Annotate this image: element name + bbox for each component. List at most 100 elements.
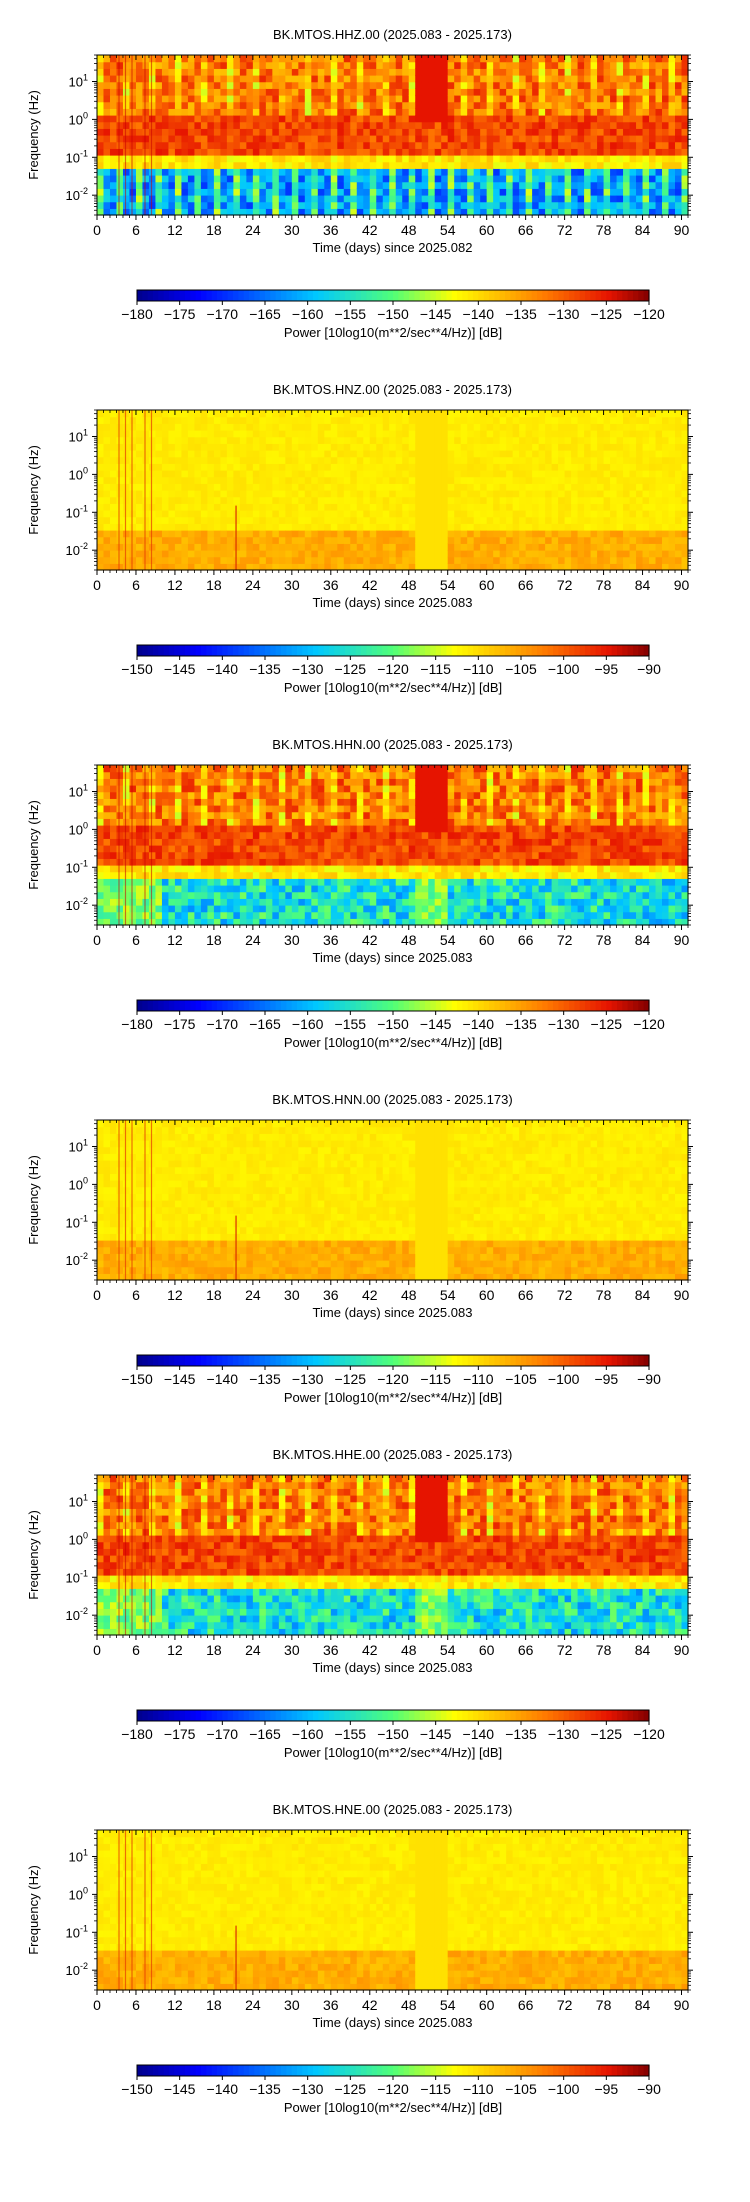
heatmap-cell <box>181 202 188 209</box>
heatmap-cell <box>675 135 682 142</box>
heatmap-cell <box>604 88 611 95</box>
heatmap-cell <box>604 148 611 155</box>
heatmap-cell <box>279 497 286 504</box>
heatmap-cell <box>376 437 383 444</box>
heatmap-cell <box>103 182 110 189</box>
heatmap-cell <box>331 188 338 195</box>
heatmap-cell <box>207 430 214 437</box>
heatmap-cell <box>389 557 396 564</box>
heatmap-cell <box>610 108 617 115</box>
heatmap-cell <box>402 115 409 122</box>
heatmap-cell <box>454 115 461 122</box>
heatmap-cell <box>662 510 669 517</box>
heatmap-cell <box>500 497 507 504</box>
heatmap-cell <box>409 82 416 89</box>
heatmap-cell <box>168 108 175 115</box>
heatmap-cell <box>493 175 500 182</box>
heatmap-cell <box>240 55 247 62</box>
heatmap-cell <box>246 437 253 444</box>
colorbar-tick-label: −160 <box>292 306 324 322</box>
heatmap-cell <box>259 463 266 470</box>
heatmap-cell <box>435 115 442 122</box>
heatmap-cell <box>545 75 552 82</box>
heatmap-cell <box>142 102 149 109</box>
heatmap-cell <box>110 517 117 524</box>
heatmap-cell <box>474 490 481 497</box>
heatmap-cell <box>337 188 344 195</box>
heatmap-cell <box>506 95 513 102</box>
heatmap-cell <box>162 497 169 504</box>
heatmap-cell <box>207 537 214 544</box>
heatmap-cell <box>285 483 292 490</box>
colorbar-swatch <box>361 290 367 301</box>
heatmap-cell <box>298 443 305 450</box>
heatmap-cell <box>513 108 520 115</box>
heatmap-cell <box>220 530 227 537</box>
heatmap-cell <box>552 417 559 424</box>
heatmap-cell <box>376 417 383 424</box>
heatmap-cell <box>344 62 351 69</box>
heatmap-cell <box>324 497 331 504</box>
heatmap-cell <box>539 202 546 209</box>
heatmap-cell <box>623 497 630 504</box>
heatmap-cell <box>272 82 279 89</box>
heatmap-cell <box>363 115 370 122</box>
heatmap-cell <box>194 128 201 135</box>
heatmap-cell <box>389 128 396 135</box>
colorbar-tick-label: −140 <box>463 306 495 322</box>
heatmap-cell <box>220 62 227 69</box>
heatmap-cell <box>487 188 494 195</box>
heatmap-cell <box>272 202 279 209</box>
heatmap-cell <box>233 557 240 564</box>
heatmap-cell <box>103 510 110 517</box>
heatmap-cell <box>220 437 227 444</box>
heatmap-cell <box>500 62 507 69</box>
heatmap-cell <box>487 168 494 175</box>
heatmap-cell <box>578 55 585 62</box>
heatmap-cell <box>467 517 474 524</box>
heatmap-cell <box>389 182 396 189</box>
heatmap-cell <box>305 550 312 557</box>
heatmap-cell <box>630 55 637 62</box>
heatmap-cell <box>357 102 364 109</box>
heatmap-cell <box>103 443 110 450</box>
heatmap-cell <box>246 543 253 550</box>
heatmap-cell <box>103 410 110 417</box>
heatmap-cell <box>298 82 305 89</box>
heatmap-cell <box>519 470 526 477</box>
heatmap-cell <box>584 483 591 490</box>
heatmap-cell <box>604 108 611 115</box>
heatmap-cell <box>467 463 474 470</box>
heatmap-cell <box>396 95 403 102</box>
heatmap-cell <box>526 477 533 484</box>
heatmap-cell <box>539 55 546 62</box>
heatmap-cell <box>175 457 182 464</box>
heatmap-cell <box>409 437 416 444</box>
heatmap-cell <box>110 168 117 175</box>
heatmap-cell <box>162 517 169 524</box>
heatmap-cell <box>461 450 468 457</box>
heatmap-cell <box>272 430 279 437</box>
heatmap-cell <box>129 195 136 202</box>
heatmap-cell <box>500 417 507 424</box>
heatmap-cell <box>162 490 169 497</box>
heatmap-cell <box>123 417 130 424</box>
heatmap-cell <box>467 148 474 155</box>
heatmap-cell <box>188 82 195 89</box>
heatmap-cell <box>623 62 630 69</box>
heatmap-cell <box>597 68 604 75</box>
heatmap-cell <box>630 95 637 102</box>
heatmap-cell <box>630 470 637 477</box>
heatmap-cell <box>129 490 136 497</box>
heatmap-cell <box>454 128 461 135</box>
heatmap-cell <box>344 55 351 62</box>
heatmap-cell <box>311 122 318 129</box>
heatmap-cell <box>506 530 513 537</box>
heatmap-cell <box>142 148 149 155</box>
heatmap-cell <box>168 490 175 497</box>
heatmap-cell <box>253 148 260 155</box>
heatmap-cell <box>474 62 481 69</box>
heatmap-cell <box>311 168 318 175</box>
heatmap-cell <box>396 202 403 209</box>
